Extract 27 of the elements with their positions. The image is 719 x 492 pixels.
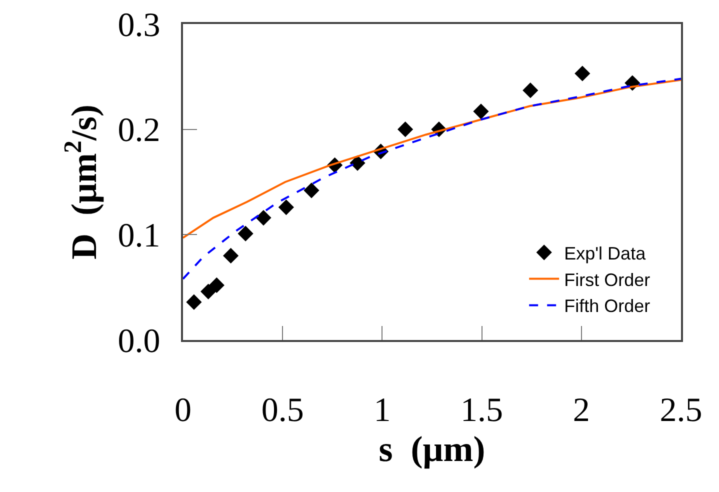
- point: [223, 248, 239, 264]
- point: [398, 122, 414, 138]
- y-tick-label: 0.3: [118, 6, 160, 44]
- x-tick-label: 1.5: [460, 392, 504, 429]
- point: [208, 277, 224, 294]
- x-axis-title: s (μm): [378, 428, 486, 469]
- y-tick-label: 0.0: [118, 322, 160, 360]
- legend-label: First Order: [564, 270, 650, 290]
- legend-label: Fifth Order: [564, 296, 650, 316]
- point: [256, 210, 272, 226]
- legend-label: Exp'l Data: [564, 243, 647, 264]
- point: [186, 294, 202, 310]
- x-tick-label: 0: [174, 392, 192, 429]
- point: [304, 182, 320, 198]
- point: [473, 104, 489, 120]
- point: [574, 66, 590, 82]
- x-tick-label: 2.5: [660, 392, 702, 429]
- x-tick-label: 2: [572, 392, 590, 429]
- x-tick-label: 0.5: [261, 392, 304, 429]
- point: [238, 226, 254, 242]
- x-tick-label: 1: [374, 392, 391, 429]
- y-tick-label: 0.1: [118, 218, 160, 255]
- point: [350, 155, 366, 171]
- point: [278, 199, 294, 216]
- point: [522, 82, 538, 98]
- y-tick-label: 0.2: [118, 112, 160, 150]
- point: [200, 284, 216, 300]
